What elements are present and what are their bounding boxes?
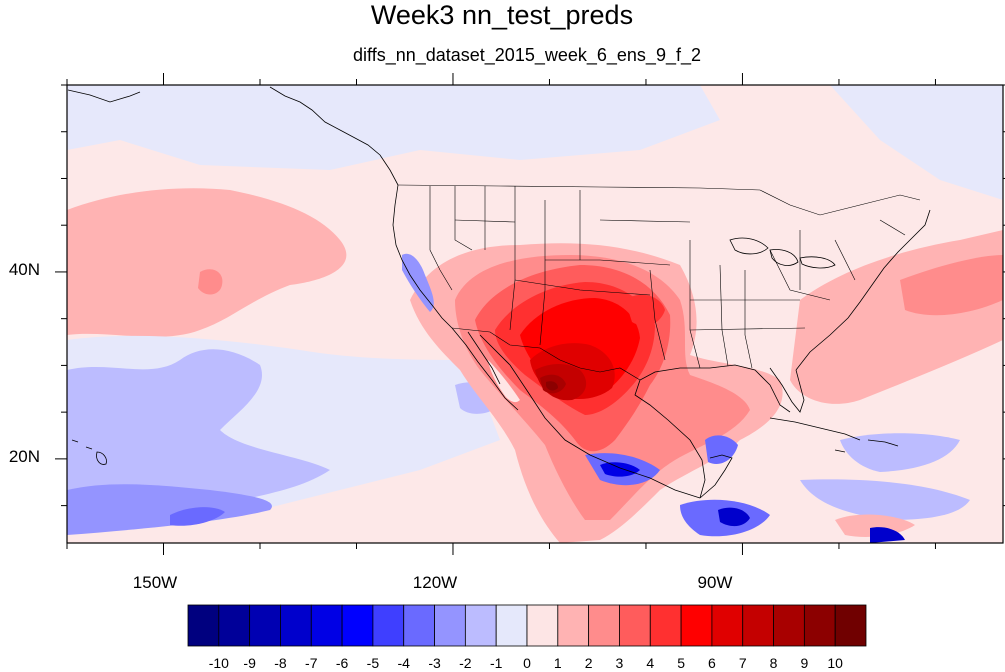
colorbar-swatch — [187, 604, 220, 647]
colorbar-label: -8 — [274, 655, 287, 671]
colorbar-label: 8 — [770, 655, 778, 671]
negative-core-pacific — [170, 507, 225, 526]
colorbar-swatch — [711, 604, 744, 647]
colorbar-swatch — [218, 604, 251, 647]
colorbar-swatch — [249, 604, 281, 647]
colorbar-swatch — [280, 604, 312, 647]
colorbar-label: 9 — [800, 655, 808, 671]
colorbar-label: -6 — [336, 655, 349, 671]
colorbar-swatch — [588, 604, 620, 647]
colorbar-label: 10 — [827, 655, 843, 671]
colorbar-swatch — [464, 604, 497, 647]
lon-tick-label-90w: 90W — [698, 573, 733, 592]
negative-core-pacific-south — [718, 507, 750, 527]
colorbar-swatch — [310, 604, 343, 647]
colorbar-swatch — [834, 604, 867, 647]
positive-region-pacific — [67, 188, 347, 337]
colorbar-label: 3 — [616, 655, 624, 671]
colorbar-label: 5 — [677, 655, 685, 671]
map-panel — [67, 85, 1003, 543]
main-title: Week3 nn_test_preds — [371, 0, 633, 30]
negative-region-caribbean-south — [800, 479, 970, 520]
colorbar-label: -3 — [428, 655, 441, 671]
map-frame — [66, 84, 1004, 544]
baja-light-band — [488, 360, 520, 403]
colorbar: -10 -9 -8 -7 -6 -5 -4 -3 -2 -1 0 1 2 3 4 5 6 7 8 9 10 — [187, 604, 867, 671]
negative-core-caribbean — [870, 527, 905, 543]
colorbar-swatch — [495, 604, 528, 647]
negative-region-pacific — [67, 349, 330, 517]
colorbar-swatch — [434, 604, 466, 647]
colorbar-label: -2 — [459, 655, 472, 671]
colorbar-label: -9 — [243, 655, 256, 671]
colorbar-label: 1 — [554, 655, 562, 671]
coastlines — [67, 86, 931, 499]
colorbar-label: -1 — [490, 655, 503, 671]
colorbar-label: 6 — [708, 655, 716, 671]
colorbar-swatch — [773, 604, 805, 647]
colorbar-swatch — [680, 604, 713, 647]
colorbar-swatch — [372, 604, 405, 647]
negative-region-pacific-mid — [67, 484, 272, 535]
colorbar-label: 0 — [523, 655, 531, 671]
colorbar-label: 2 — [585, 655, 593, 671]
positive-core-pacific — [198, 269, 223, 295]
positive-level-9 — [546, 381, 558, 391]
colorbar-swatch — [803, 604, 836, 647]
lat-tick-label-20n: 20N — [9, 447, 40, 466]
colorbar-label: 4 — [646, 655, 654, 671]
negative-region-north — [67, 85, 720, 170]
colorbar-label: -5 — [367, 655, 380, 671]
colorbar-swatch — [403, 604, 435, 647]
colorbar-swatch — [649, 604, 682, 647]
lon-tick-label-120w: 120W — [413, 573, 457, 592]
colorbar-swatch — [557, 604, 590, 647]
negative-region-caribbean — [840, 433, 960, 472]
anomaly-field — [67, 85, 1003, 543]
subtitle: diffs_nn_dataset_2015_week_6_ens_9_f_2 — [353, 45, 701, 66]
colorbar-swatch — [526, 604, 559, 647]
lon-tick-label-150w: 150W — [133, 573, 177, 592]
colorbar-label: 7 — [739, 655, 747, 671]
lat-tick-label-40n: 40N — [9, 260, 40, 279]
colorbar-label: -4 — [398, 655, 411, 671]
colorbar-swatch — [619, 604, 651, 647]
political-borders — [397, 184, 921, 381]
colorbar-label: -10 — [209, 655, 229, 671]
colorbar-label: -7 — [305, 655, 318, 671]
negative-region-central-america-deep — [600, 462, 640, 477]
colorbar-swatch — [742, 604, 774, 647]
axis-ticks — [55, 73, 1005, 555]
negative-region-northeast — [830, 85, 1003, 200]
positive-core-atlantic — [900, 255, 1003, 316]
colorbar-swatch — [341, 604, 374, 647]
